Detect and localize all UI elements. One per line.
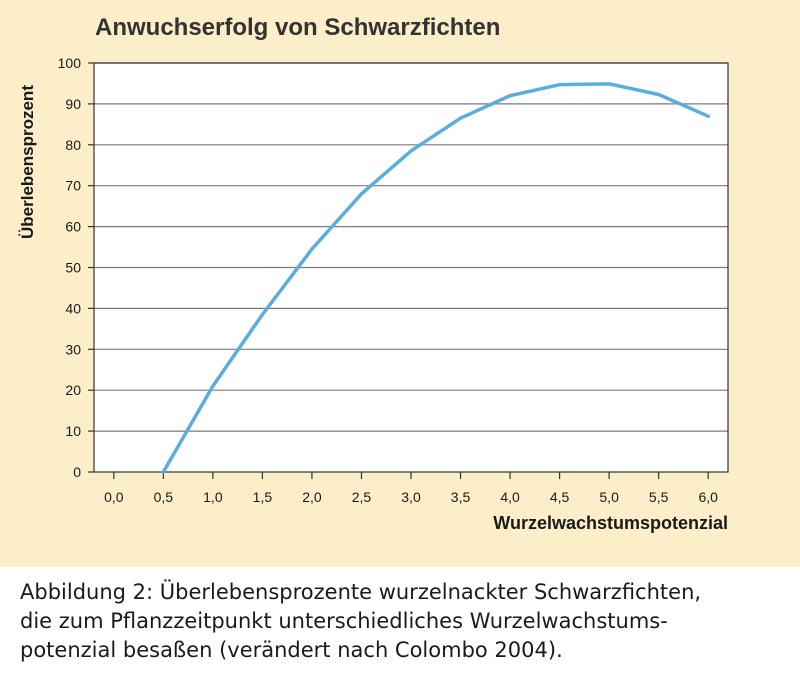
y-tick-label: 60: [65, 219, 81, 235]
data-point: [211, 384, 215, 388]
data-point: [656, 92, 661, 97]
x-tick-label: 2,0: [302, 489, 322, 505]
data-point: [260, 312, 265, 317]
data-point: [409, 149, 413, 153]
data-point: [161, 470, 166, 474]
x-tick-label: 0,5: [154, 489, 174, 505]
x-tick-label: 3,0: [401, 489, 421, 505]
y-tick-label: 0: [73, 464, 81, 480]
data-point: [557, 82, 562, 87]
data-point: [458, 116, 463, 120]
x-axis-label: Wurzelwachstumspotenzial: [493, 513, 728, 533]
data-point: [508, 94, 512, 98]
x-tick-label: 4,5: [550, 489, 570, 505]
x-tick-label: 1,5: [253, 489, 273, 505]
y-tick-label: 50: [65, 260, 81, 276]
y-tick-label: 90: [65, 96, 81, 112]
data-point: [607, 82, 611, 86]
chart-title: Anwuchserfolg von Schwarzfichten: [95, 14, 501, 41]
y-tick-label: 30: [65, 341, 81, 357]
data-point: [359, 192, 364, 196]
y-tick-label: 10: [65, 423, 81, 439]
x-tick-label: 5,0: [599, 489, 619, 505]
x-tick-label: 1,0: [203, 489, 223, 505]
y-tick-label: 20: [65, 382, 81, 398]
y-tick-label: 100: [58, 55, 82, 71]
data-point: [706, 114, 710, 118]
y-tick-label: 70: [65, 178, 81, 194]
series-line: [161, 82, 710, 474]
x-tick-label: 6,0: [698, 489, 718, 505]
line-chart: 0 10 20 30 40 50 60 70 80 90 100 0,0 0,5 1,0 1,5 2,0 2,5…: [58, 55, 729, 505]
x-tick-label: 0,0: [104, 489, 124, 505]
figure-caption: Abbildung 2: Überlebensprozente wurzelna…: [20, 580, 702, 662]
y-tick-label: 40: [65, 300, 81, 316]
y-tick-label: 80: [65, 137, 81, 153]
x-tick-label: 2,5: [352, 489, 372, 505]
x-tick-label: 5,5: [649, 489, 669, 505]
data-point: [310, 247, 314, 251]
x-tick-label: 4,0: [500, 489, 520, 505]
x-tick-label: 3,5: [451, 489, 471, 505]
